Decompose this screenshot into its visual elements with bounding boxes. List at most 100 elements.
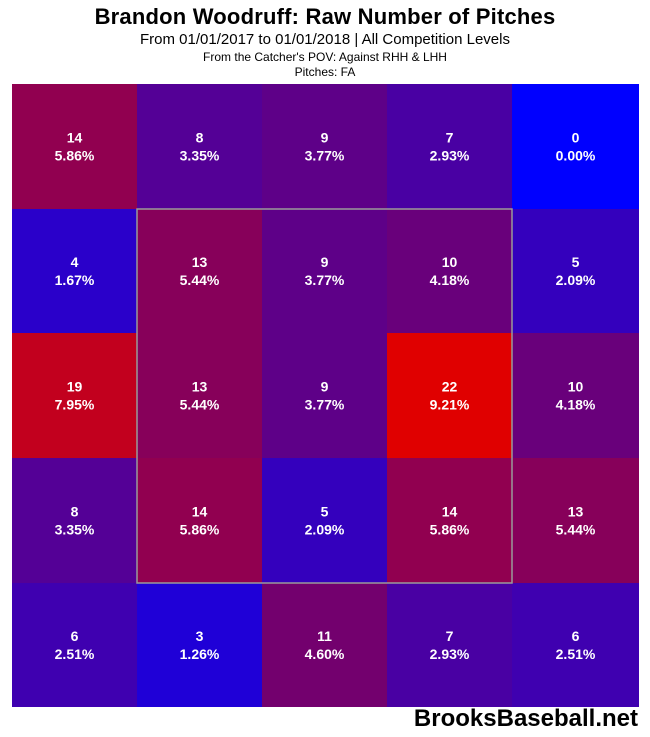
zone-cell-r3-c2: 13 5.44% [137,333,262,458]
zone-cell-count: 8 [71,504,79,520]
zone-cell-fill [137,458,262,583]
zone-cell-count: 11 [317,628,332,644]
zone-cell-fill [12,209,137,333]
zone-cell-count: 19 [67,379,83,395]
zone-cell-percent: 5.86% [55,148,95,164]
zone-cell-r3-c5: 10 4.18% [512,333,639,458]
zone-cell-r2-c2: 13 5.44% [137,209,262,333]
zone-cell-count: 7 [446,130,454,146]
zone-cell-r5-c3: 11 4.60% [262,583,387,707]
zone-cell-fill [387,333,512,458]
zone-cell-count: 8 [196,130,204,146]
zone-cell-percent: 4.18% [430,272,470,288]
zone-cell-percent: 4.18% [556,397,596,413]
zone-cell-r4-c3: 5 2.09% [262,458,387,583]
zone-cell-percent: 9.21% [430,397,470,413]
zone-cell-r4-c1: 8 3.35% [12,458,137,583]
zone-cell-count: 13 [192,254,208,270]
zone-cell-fill [12,333,137,458]
zone-cell-percent: 5.86% [430,522,470,538]
pov-label: From the Catcher's POV: Against RHH & LH… [203,50,447,64]
zone-cell-fill [262,458,387,583]
zone-cell-r3-c1: 19 7.95% [12,333,137,458]
zone-cell-count: 14 [442,504,458,520]
zone-cell-fill [137,209,262,333]
pitch-type-label: Pitches: FA [294,65,356,79]
chart-subtitle: From 01/01/2017 to 01/01/2018 | All Comp… [140,31,510,48]
zone-cell-count: 5 [572,254,580,270]
zone-cell-count: 22 [442,379,458,395]
zone-cell-count: 14 [67,130,83,146]
zone-cell-fill [262,583,387,707]
zone-cell-percent: 2.51% [556,646,596,662]
zone-cell-count: 9 [321,379,329,395]
zone-cell-percent: 2.09% [556,272,596,288]
zone-cell-percent: 3.77% [305,272,345,288]
zone-cell-percent: 1.26% [180,646,220,662]
zone-cell-count: 4 [71,254,79,270]
zone-cell-percent: 2.93% [430,646,470,662]
zone-cell-r3-c4: 22 9.21% [387,333,512,458]
zone-cell-percent: 1.67% [55,272,95,288]
zone-cell-count: 6 [572,628,580,644]
zone-cell-r1-c4: 7 2.93% [387,84,512,209]
zone-cell-fill [512,209,639,333]
zone-cell-fill [387,209,512,333]
zone-cell-r3-c3: 9 3.77% [262,333,387,458]
zone-cell-percent: 0.00% [556,148,596,164]
zone-cell-r5-c5: 6 2.51% [512,583,639,707]
zone-cell-r1-c3: 9 3.77% [262,84,387,209]
strike-zone-outline [136,208,513,584]
zone-cell-fill [387,583,512,707]
zone-cell-r5-c1: 6 2.51% [12,583,137,707]
zone-cell-r2-c3: 9 3.77% [262,209,387,333]
zone-cell-count: 3 [196,628,204,644]
zone-cell-fill [387,458,512,583]
zone-cell-percent: 5.44% [180,272,220,288]
zone-cell-count: 7 [446,628,454,644]
zone-cell-percent: 3.35% [180,148,220,164]
zone-cell-count: 6 [71,628,79,644]
zone-cell-r5-c2: 3 1.26% [137,583,262,707]
zone-cell-r1-c1: 14 5.86% [12,84,137,209]
zone-cell-count: 9 [321,254,329,270]
zone-cell-fill [512,333,639,458]
zone-cell-count: 10 [568,379,584,395]
zone-cell-r4-c4: 14 5.86% [387,458,512,583]
zone-cell-r2-c1: 4 1.67% [12,209,137,333]
zone-cell-fill [262,84,387,209]
zone-cell-percent: 5.86% [180,522,220,538]
zone-cell-fill [512,84,639,209]
zone-cell-percent: 4.60% [305,646,345,662]
zone-cell-fill [262,333,387,458]
zone-cell-percent: 2.51% [55,646,95,662]
zone-cell-fill [262,209,387,333]
brooks-watermark: BrooksBaseball.net [413,705,638,732]
zone-cell-percent: 2.93% [430,148,470,164]
zone-cell-count: 14 [192,504,208,520]
zone-cell-count: 5 [321,504,329,520]
zone-cell-percent: 3.77% [305,148,345,164]
zone-cell-fill [12,84,137,209]
zone-cell-fill [512,583,639,707]
zone-cell-fill [137,333,262,458]
chart-title: Brandon Woodruff: Raw Number of Pitches [94,4,556,29]
zone-cell-fill [12,583,137,707]
zone-cell-r5-c4: 7 2.93% [387,583,512,707]
zone-cell-count: 9 [321,130,329,146]
zone-cell-r1-c5: 0 0.00% [512,84,639,209]
zone-cell-count: 13 [192,379,208,395]
zone-cell-percent: 5.44% [556,522,596,538]
zone-cell-fill [387,84,512,209]
zone-cell-fill [12,458,137,583]
zone-cell-fill [512,458,639,583]
zone-cell-count: 13 [568,504,584,520]
zone-cell-r4-c5: 13 5.44% [512,458,639,583]
zone-cell-percent: 5.44% [180,397,220,413]
zone-cell-r2-c5: 5 2.09% [512,209,639,333]
zone-cell-count: 0 [572,130,580,146]
zone-cell-r2-c4: 10 4.18% [387,209,512,333]
zone-cell-fill [137,84,262,209]
zone-cell-percent: 2.09% [305,522,345,538]
